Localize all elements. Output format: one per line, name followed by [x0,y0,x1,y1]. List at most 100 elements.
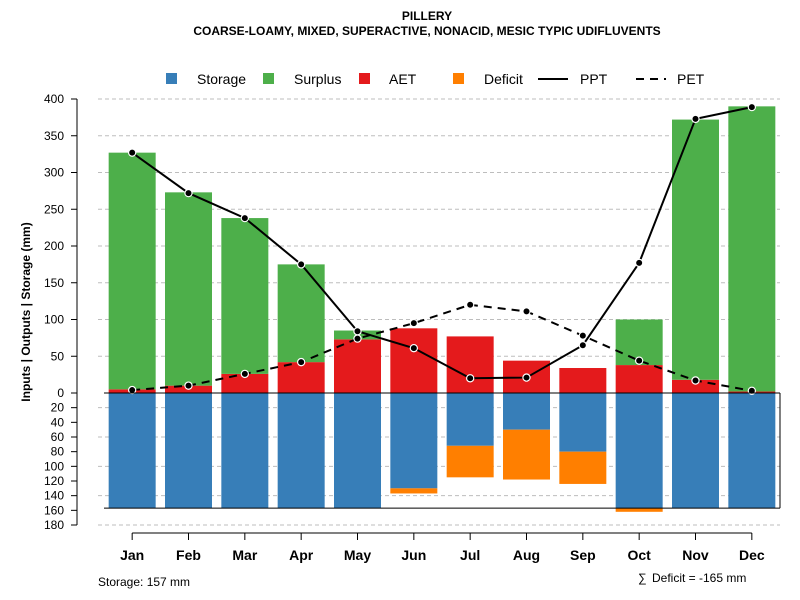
point-ppt-apr [296,260,306,269]
x-tick-label-dec: Dec [739,547,765,563]
bar-surplus-jan [108,152,156,390]
bar-aet-oct [615,365,663,393]
bar-aet-jul [446,336,494,393]
x-tick-label-apr: Apr [289,547,314,563]
y-tick-label-lower-140: 140 [44,489,64,503]
line-ppt [131,106,753,380]
x-tick-label-feb: Feb [176,547,201,563]
bar-aet-may [334,339,381,393]
point-pet-jan [127,385,137,395]
x-tick-label-aug: Aug [513,547,540,563]
legend-swatch-aet [359,73,370,84]
chart-title: PILLERY [402,9,452,23]
sum-icon: ∑ [638,571,647,585]
y-tick-label-lower-20: 20 [51,401,65,415]
legend-label-surplus: Surplus [294,71,341,87]
legend-label-storage: Storage [197,71,246,87]
bar-storage-sep [559,393,607,452]
point-ppt-jan [127,148,137,157]
y-tick-label-upper-200: 200 [44,239,64,253]
line-pet [132,303,753,392]
bar-storage-jul [446,393,494,446]
deficit-note: Deficit = -165 mm [652,571,746,585]
bar-deficit-jun [390,488,438,494]
point-pet-feb [184,381,193,390]
legend-label-aet: AET [389,71,417,87]
y-tick-label-upper-250: 250 [44,202,64,216]
bar-storage-jan [108,393,156,509]
point-pet-aug [522,307,531,316]
bar-aet-apr [277,362,325,393]
y-tick-label-upper-0: 0 [57,386,64,400]
y-tick-label-lower-80: 80 [51,445,65,459]
x-tick-label-jul: Jul [460,547,480,563]
point-pet-jun [409,318,419,328]
point-ppt-nov [691,114,700,124]
x-tick-label-jan: Jan [120,547,144,563]
point-ppt-jun [409,343,419,353]
bar-deficit-jul [446,445,494,478]
legend-label-deficit: Deficit [484,71,523,87]
legend-label-pet: PET [677,71,705,87]
bar-storage-nov [672,393,719,509]
bar-storage-dec [728,393,776,509]
bar-surplus-apr [277,264,325,363]
y-tick-label-lower-40: 40 [51,415,65,429]
x-tick-label-mar: Mar [232,547,257,563]
point-ppt-may [353,327,362,336]
point-pet-jul [465,300,475,309]
y-axis-label: Inputs | Outputs | Storage (mm) [19,222,33,401]
y-tick-label-upper-150: 150 [44,276,64,290]
y-tick-label-lower-60: 60 [51,430,65,444]
bar-deficit-aug [503,429,550,480]
bar-aet-sep [559,368,607,393]
bar-aet-mar [221,373,269,393]
y-tick-label-lower-100: 100 [44,459,64,473]
y-tick-label-lower-160: 160 [44,503,64,517]
bar-surplus-nov [672,119,719,380]
bar-storage-feb [165,393,212,509]
point-pet-apr [296,357,306,367]
legend-swatch-deficit [453,73,464,84]
bar-aet-nov [672,379,719,393]
point-ppt-jul [465,374,475,383]
bar-storage-jun [390,393,438,489]
point-pet-nov [691,376,700,385]
point-pet-may [353,334,362,343]
y-tick-label-lower-180: 180 [44,518,64,532]
legend-swatch-surplus [263,73,274,84]
point-pet-sep [578,331,588,340]
bar-deficit-oct [615,508,663,512]
legend: Storage Surplus AET Deficit PPT PET [166,71,705,87]
point-ppt-dec [747,102,757,112]
legend-swatch-storage [166,73,177,84]
point-pet-oct [634,356,644,365]
y-tick-label-upper-400: 400 [44,92,64,106]
point-ppt-sep [578,341,588,350]
y-tick-label-upper-350: 350 [44,129,64,143]
bar-storage-oct [615,393,663,509]
x-tick-label-oct: Oct [627,547,651,563]
bar-storage-apr [277,393,325,509]
y-tick-label-lower-120: 120 [44,474,64,488]
bar-surplus-feb [165,192,212,386]
y-tick-label-upper-100: 100 [44,313,64,327]
y-tick-label-upper-300: 300 [44,166,64,180]
storage-note: Storage: 157 mm [98,575,190,589]
bar-storage-aug [503,393,550,430]
point-ppt-mar [240,213,250,223]
point-ppt-aug [522,373,531,382]
point-pet-mar [240,369,250,379]
bar-storage-mar [221,393,269,509]
x-tick-label-nov: Nov [682,547,709,563]
bar-deficit-sep [559,451,607,484]
x-tick-label-jun: Jun [401,547,426,563]
bar-storage-may [334,393,381,509]
chart-subtitle: COARSE-LOAMY, MIXED, SUPERACTIVE, NONACI… [193,24,660,38]
point-ppt-feb [184,188,193,198]
lines [127,102,757,395]
y-tick-label-upper-50: 50 [51,349,65,363]
bar-surplus-mar [221,218,269,374]
bar-aet-jun [390,328,438,393]
